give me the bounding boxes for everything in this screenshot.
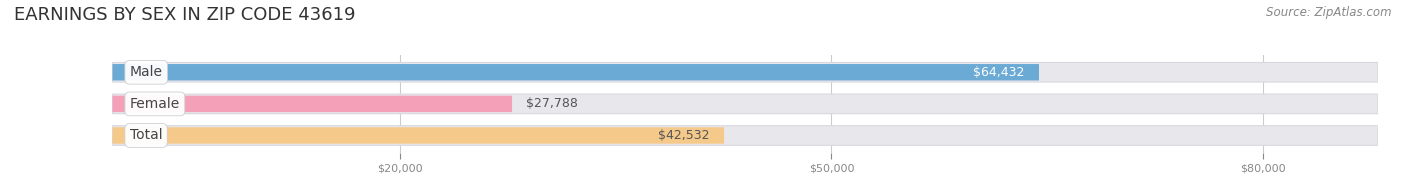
FancyBboxPatch shape: [112, 64, 1039, 81]
Text: Female: Female: [129, 97, 180, 111]
FancyBboxPatch shape: [112, 94, 1378, 114]
Text: $27,788: $27,788: [526, 97, 578, 110]
Text: $42,532: $42,532: [658, 129, 710, 142]
Text: EARNINGS BY SEX IN ZIP CODE 43619: EARNINGS BY SEX IN ZIP CODE 43619: [14, 6, 356, 24]
Text: $64,432: $64,432: [973, 66, 1025, 79]
FancyBboxPatch shape: [112, 126, 1378, 145]
Text: Total: Total: [129, 129, 162, 142]
FancyBboxPatch shape: [112, 63, 1378, 82]
FancyBboxPatch shape: [112, 96, 512, 112]
FancyBboxPatch shape: [112, 127, 724, 144]
Text: Source: ZipAtlas.com: Source: ZipAtlas.com: [1267, 6, 1392, 19]
Text: Male: Male: [129, 65, 163, 79]
